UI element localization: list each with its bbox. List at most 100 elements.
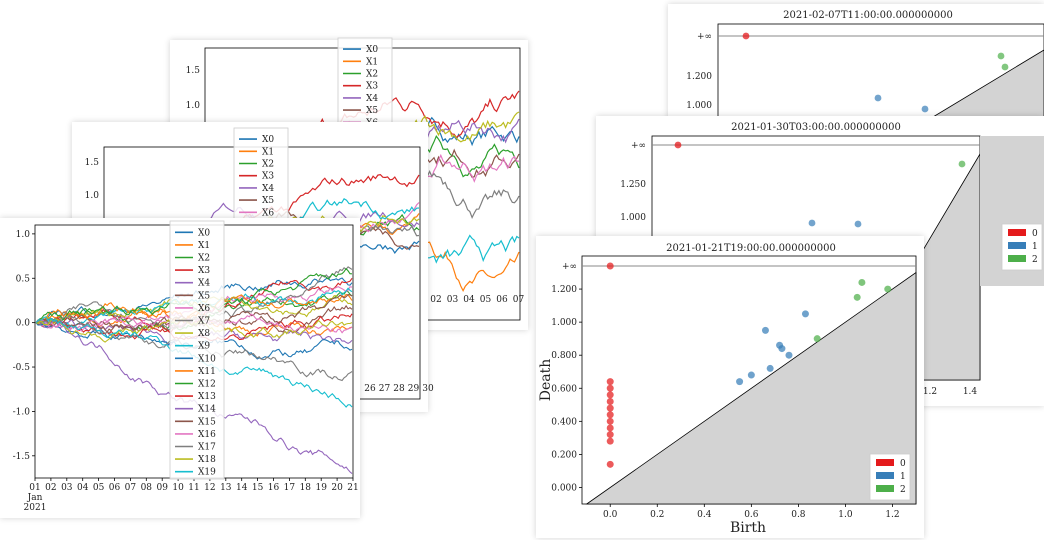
x-tick-label: 02 [430,295,441,305]
legend-label-X18: X18 [198,455,216,465]
h1-point [766,364,774,372]
legend-box [233,127,289,220]
h1-point [921,105,929,113]
legend-label-X5: X5 [366,106,378,116]
y-tick-label: 0.600 [551,384,577,394]
legend-label-X13: X13 [198,392,216,402]
x-tick-label: 28 [393,384,405,394]
y-tick-label: 1.200 [686,72,712,82]
x-tick-label: 18 [300,483,312,493]
h0-point [674,141,682,149]
infinity-tick-label: +∞ [562,262,577,272]
legend-swatch-h0 [876,459,894,466]
y-tick-label: -0.5 [13,363,31,373]
x-tick-label: 05 [480,295,492,305]
x-tick-label: 26 [364,384,376,394]
persistence-diagram-front: 2021-01-21T19:00:00.000000000 +∞ 0.000 0.… [536,236,924,538]
pd-front-svg: 2021-01-21T19:00:00.000000000 +∞ 0.000 0.… [538,243,917,536]
x-tick-label: 17 [284,483,296,493]
x-tick-label: 20 [331,483,343,493]
h0-point [742,32,750,40]
x-tick-label: 0.8 [791,510,806,520]
x-tick-label: 07 [125,483,137,493]
legend-label-X1: X1 [262,147,274,157]
legend-swatch-h1 [876,472,894,479]
h2-point [1001,63,1009,71]
y-tick-label: 0.000 [551,483,577,493]
y-tick-label: 1.5 [186,66,201,76]
legend-label-X8: X8 [198,329,210,339]
legend-label-X1: X1 [366,57,378,67]
y-tick-label: 0.200 [551,450,577,460]
y-tick-label: 1.250 [620,180,646,190]
y-tick-label: -1.0 [13,407,31,417]
x-tick-labels: 26 27 28 29 30 [364,384,434,394]
y-tick-label: 1.200 [551,285,577,295]
legend-label-X2: X2 [366,70,378,80]
legend-label-X17: X17 [198,443,216,453]
persistence-diagram-back: 2021-02-07T11:00:00.000000000 +∞ 1.200 1… [668,4,1044,121]
x-tick-label: 02 [45,483,56,493]
y-tick-label: 1.000 [551,318,577,328]
legend-label-X5: X5 [262,196,274,206]
legend-label-X11: X11 [198,367,216,377]
h2-point [858,278,866,286]
x-tick-label: 14 [236,483,248,493]
legend-label-X4: X4 [366,94,378,104]
y-tick-label: -1.5 [13,452,31,462]
legend-label-X0: X0 [198,228,210,238]
legend-label-X0: X0 [366,45,378,55]
legend-swatch-h2 [1008,255,1026,262]
y-tick-label: 0.800 [551,351,577,361]
y-tick-label: 1.0 [85,191,100,201]
x-tick-label: 30 [422,384,434,394]
h2-point [997,52,1005,60]
h0-point [606,391,614,399]
legend-label: 1 [900,472,906,482]
legend-swatch-h0 [1008,229,1026,236]
h0-point [606,431,614,439]
chart-title: 2021-01-21T19:00:00.000000000 [666,243,836,254]
y-axis-label: Death [538,359,554,402]
x-tick-label: 01 [29,483,40,493]
timeseries-chart-front: 1.0 0.5 0.0 -0.5 -1.0 -1.5 01 02 03 04 05 06 07 08 09… [0,218,360,518]
x-tick-label: 27 [379,384,391,394]
x-tick-label: 0.2 [650,510,664,520]
x-tick-label: 15 [252,483,264,493]
legend-label: 0 [1032,229,1038,239]
legend-label-X15: X15 [198,417,216,427]
h0-point [606,262,614,270]
h1-point [761,326,769,334]
chart-title: 2021-01-30T03:00:00.000000000 [731,122,901,133]
legend-label-X2: X2 [262,160,274,170]
h1-point [747,371,755,379]
x-tick-label: 0.6 [744,510,759,520]
legend-label-X19: X19 [198,468,216,478]
h0-point [606,384,614,392]
h1-point [808,219,816,227]
legend-label: 2 [1032,255,1038,265]
h2-point [853,293,861,301]
x-tick-label: 0.4 [697,510,712,520]
x-tick-label: 0.0 [603,510,618,520]
persistence-points [606,262,892,468]
x-tick-label: 03 [447,295,459,305]
legend: X0 X1 X2 X3 X4 X5 X6 [233,127,289,220]
legend-label-X14: X14 [198,405,216,415]
h1-point [736,378,744,386]
legend-label-X12: X12 [198,380,216,390]
h2-point [884,285,892,293]
x-axis-label: Birth [730,520,766,536]
x-tick-label: 1.2 [923,387,937,397]
h1-point [874,94,882,102]
y-tick-label: 0.400 [551,417,577,427]
h0-point [606,397,614,405]
legend-label-X7: X7 [198,317,210,327]
x-tick-label: 29 [408,384,420,394]
x-tick-month: Jan [27,493,43,503]
h0-point [606,460,614,468]
x-tick-labels: 0.0 0.2 0.4 0.6 0.8 1.0 1.2 [603,504,900,520]
legend-box [169,220,225,480]
x-tick-year: 2021 [24,503,47,513]
legend-label-X4: X4 [198,279,210,289]
